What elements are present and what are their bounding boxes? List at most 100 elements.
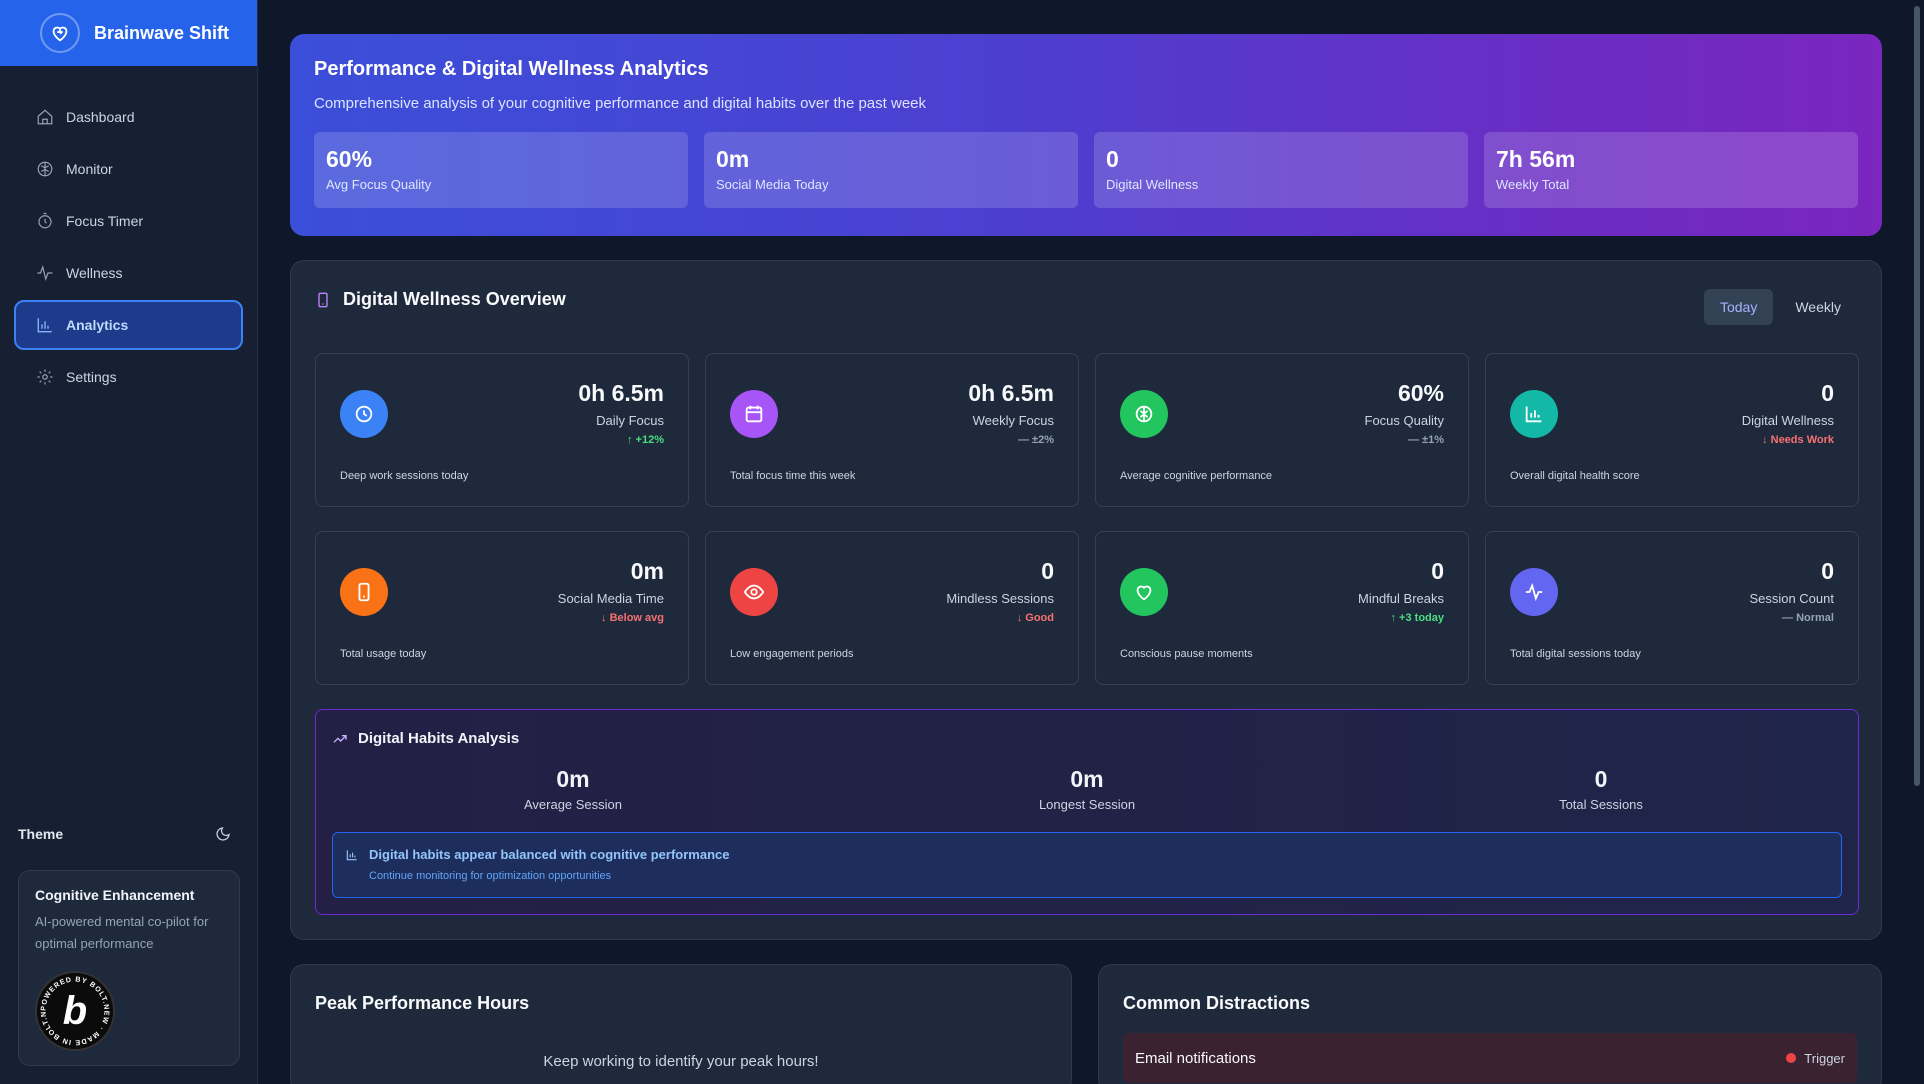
distraction-item[interactable]: Email notifications Trigger — [1123, 1033, 1857, 1083]
metric-label: Mindful Breaks — [1358, 591, 1444, 606]
trending-up-icon — [333, 734, 347, 743]
metric-trend: ↓ Below avg — [601, 612, 664, 624]
metric-value: 0 — [1821, 558, 1834, 584]
metric-trend: — ±2% — [1018, 434, 1054, 446]
insight-title: Digital habits appear balanced with cogn… — [369, 847, 730, 862]
metric-label: Focus Quality — [1364, 413, 1444, 428]
metric-card-weekly-focus[interactable]: 0h 6.5m Weekly Focus — ±2% Total focus t… — [705, 353, 1079, 507]
overview-title: Digital Wellness Overview — [343, 289, 566, 309]
stat-label: Weekly Total — [1496, 177, 1570, 192]
metric-cards: 0h 6.5m Daily Focus ↑ +12% Deep work ses… — [315, 353, 1859, 685]
metric-label: Daily Focus — [596, 413, 664, 428]
toggle-weekly-button[interactable]: Weekly — [1795, 299, 1841, 315]
brand-header[interactable]: Brainwave Shift — [0, 0, 257, 66]
metric-card-mindful-breaks[interactable]: 0 Mindful Breaks ↑ +3 today Conscious pa… — [1095, 531, 1469, 685]
metric-label: Weekly Focus — [972, 413, 1054, 428]
sidebar-item-label: Wellness — [66, 265, 123, 281]
page-subtitle: Comprehensive analysis of your cognitive… — [314, 95, 926, 112]
home-icon — [37, 109, 53, 125]
metric-label: Social Media Time — [557, 591, 664, 606]
promo-title: Cognitive Enhancement — [35, 887, 195, 903]
metric-value: 0 — [1431, 558, 1444, 584]
common-distractions: Common Distractions Email notifications … — [1098, 964, 1882, 1084]
hero-stat-weekly-total: 7h 56m Weekly Total — [1484, 132, 1858, 208]
habit-value: 0m — [1070, 766, 1104, 792]
metric-description: Average cognitive performance — [1120, 470, 1273, 482]
sidebar-item-settings[interactable]: Settings — [14, 352, 243, 402]
distraction-tag: Trigger — [1786, 1051, 1845, 1066]
bolt-b-icon: b — [62, 988, 88, 1033]
clock-icon — [340, 390, 388, 438]
scrollbar[interactable] — [1914, 6, 1920, 786]
bolt-badge-logo[interactable]: POWERED BY BOLT.NEW · MADE IN BOLT.NEW ·… — [35, 971, 115, 1051]
habit-stat-total-sessions: 0 Total Sessions — [1344, 766, 1858, 812]
phone-icon — [340, 568, 388, 616]
moon-icon[interactable] — [215, 826, 231, 842]
habit-value: 0 — [1594, 766, 1608, 792]
sidebar-item-dashboard[interactable]: Dashboard — [14, 92, 243, 142]
brain-icon — [1120, 390, 1168, 438]
hero-stat-focus-quality: 60% Avg Focus Quality — [314, 132, 688, 208]
habits-stats: 0m Average Session 0m Longest Session 0 … — [316, 766, 1858, 812]
stat-label: Avg Focus Quality — [326, 177, 432, 192]
sidebar-item-label: Settings — [66, 369, 117, 385]
theme-row: Theme — [18, 826, 231, 842]
insight-subtitle: Continue monitoring for optimization opp… — [369, 870, 612, 882]
metric-card-social-media-time[interactable]: 0m Social Media Time ↓ Below avg Total u… — [315, 531, 689, 685]
sidebar-item-focus-timer[interactable]: Focus Timer — [14, 196, 243, 246]
hero-stat-social-media: 0m Social Media Today — [704, 132, 1078, 208]
habits-insight: Digital habits appear balanced with cogn… — [332, 832, 1842, 898]
activity-icon — [37, 264, 53, 282]
bar-chart-icon — [346, 849, 357, 860]
habit-stat-longest-session: 0m Longest Session — [830, 766, 1344, 812]
metric-trend: — Normal — [1782, 612, 1834, 624]
toggle-today-button[interactable]: Today — [1703, 289, 1774, 325]
stat-value: 0m — [716, 146, 750, 172]
metric-description: Total digital sessions today — [1510, 648, 1641, 660]
metric-label: Mindless Sessions — [946, 591, 1054, 606]
sidebar-item-label: Focus Timer — [66, 213, 144, 229]
metric-trend: — ±1% — [1408, 434, 1444, 446]
metric-description: Low engagement periods — [730, 648, 854, 660]
habit-value: 0m — [556, 766, 590, 792]
metric-card-digital-wellness[interactable]: 0 Digital Wellness ↓ Needs Work Overall … — [1485, 353, 1859, 507]
metric-label: Digital Wellness — [1741, 413, 1834, 428]
app-name: Brainwave Shift — [94, 22, 230, 43]
red-dot-icon — [1786, 1053, 1797, 1063]
metric-value: 0 — [1821, 380, 1834, 406]
metric-card-mindless-sessions[interactable]: 0 Mindless Sessions ↓ Good Low engagemen… — [705, 531, 1079, 685]
digital-wellness-overview: Digital Wellness Overview Today Weekly 0… — [290, 260, 1882, 940]
sidebar: Brainwave Shift Dashboard Monitor Focus … — [0, 0, 258, 1084]
sidebar-item-label: Dashboard — [66, 109, 135, 125]
hero-stat-digital-wellness: 0 Digital Wellness — [1094, 132, 1468, 208]
hero-stats: 60% Avg Focus Quality 0m Social Media To… — [314, 132, 1858, 208]
peak-title: Peak Performance Hours — [315, 993, 530, 1013]
stat-label: Digital Wellness — [1106, 177, 1199, 192]
brain-heart-logo-icon — [40, 13, 80, 53]
metric-description: Total focus time this week — [730, 470, 856, 482]
metric-description: Deep work sessions today — [340, 470, 469, 482]
period-toggle: Today Weekly — [1703, 289, 1857, 325]
habits-header: Digital Habits Analysis — [332, 730, 519, 747]
calendar-icon — [730, 390, 778, 438]
bar-chart-icon — [37, 318, 52, 333]
analytics-hero: Performance & Digital Wellness Analytics… — [290, 34, 1882, 236]
digital-habits-analysis: Digital Habits Analysis 0m Average Sessi… — [315, 709, 1859, 915]
stat-value: 7h 56m — [1496, 146, 1576, 172]
main-content: Performance & Digital Wellness Analytics… — [258, 0, 1924, 1084]
promo-description: AI-powered mental co-pilot for optimal p… — [35, 914, 209, 951]
bolt-ring-icon: POWERED BY BOLT.NEW · MADE IN BOLT.NEW · — [37, 973, 110, 1047]
metric-card-focus-quality[interactable]: 60% Focus Quality — ±1% Average cognitiv… — [1095, 353, 1469, 507]
activity-icon — [1510, 568, 1558, 616]
sidebar-item-wellness[interactable]: Wellness — [14, 248, 243, 298]
metric-description: Total usage today — [340, 648, 427, 660]
sidebar-item-analytics[interactable]: Analytics — [14, 300, 243, 350]
metric-description: Conscious pause moments — [1120, 648, 1253, 660]
stat-value: 60% — [326, 146, 373, 172]
metric-card-session-count[interactable]: 0 Session Count — Normal Total digital s… — [1485, 531, 1859, 685]
sidebar-item-label: Monitor — [66, 161, 113, 177]
sidebar-item-monitor[interactable]: Monitor — [14, 144, 243, 194]
metric-card-daily-focus[interactable]: 0h 6.5m Daily Focus ↑ +12% Deep work ses… — [315, 353, 689, 507]
habit-stat-average-session: 0m Average Session — [316, 766, 830, 812]
metric-label: Session Count — [1749, 591, 1834, 606]
